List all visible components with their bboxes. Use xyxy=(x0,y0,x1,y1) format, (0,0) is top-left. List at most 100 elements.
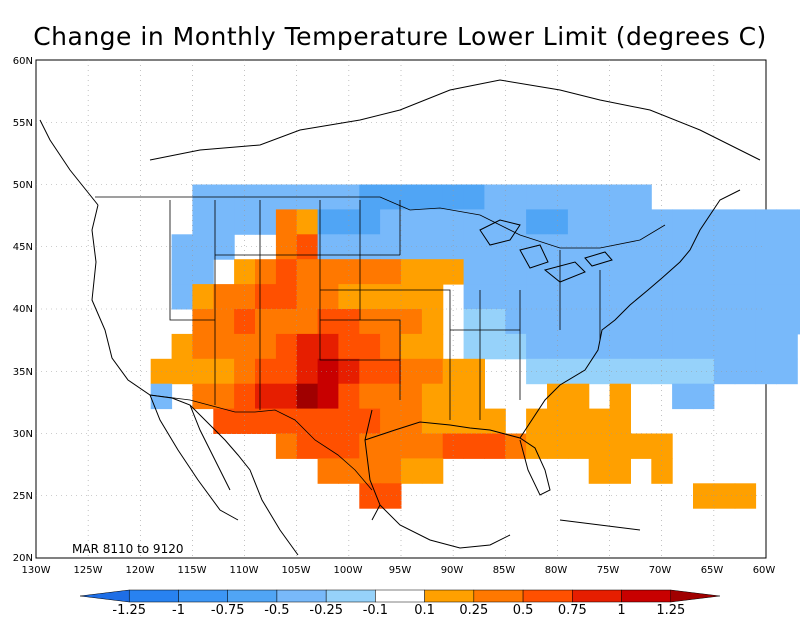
anomaly-cell xyxy=(338,284,360,310)
anomaly-cell xyxy=(630,209,652,235)
anomaly-cell xyxy=(401,383,423,410)
anomaly-cell xyxy=(421,284,444,310)
anomaly-cell xyxy=(651,284,673,310)
anomaly-cell xyxy=(567,209,590,235)
anomaly-cell xyxy=(192,333,214,360)
anomaly-cell xyxy=(734,259,757,285)
colorbar-segment xyxy=(473,589,524,603)
anomaly-cell xyxy=(234,358,256,385)
anomaly-cell xyxy=(567,408,590,434)
anomaly-cell xyxy=(192,234,214,260)
anomaly-cell xyxy=(442,184,465,210)
anomaly-cell xyxy=(734,209,757,235)
anomaly-cell xyxy=(192,284,214,310)
anomaly-cell xyxy=(359,433,381,459)
anomaly-cell xyxy=(526,333,548,360)
anomaly-cell xyxy=(505,209,527,235)
anomaly-cell xyxy=(192,259,214,285)
colorbar-segment xyxy=(572,589,622,603)
anomaly-cell xyxy=(609,433,631,459)
anomaly-cell xyxy=(776,358,798,385)
anomaly-cell xyxy=(275,209,298,235)
anomaly-cell xyxy=(526,209,548,235)
lon-label: 130W xyxy=(22,565,51,576)
anomaly-cell xyxy=(526,433,548,459)
anomaly-cell xyxy=(359,234,381,260)
anomaly-cell xyxy=(651,209,673,235)
anomaly-cell xyxy=(651,433,673,459)
anomaly-cell xyxy=(713,284,736,310)
anomaly-cell xyxy=(234,333,256,360)
anomaly-cell xyxy=(755,284,777,310)
anomaly-cell xyxy=(797,309,800,335)
anomaly-cell xyxy=(588,333,611,360)
anomaly-cell xyxy=(296,383,319,410)
lat-label: 45N xyxy=(13,242,33,253)
anomaly-cell xyxy=(213,309,235,335)
anomaly-cell xyxy=(442,383,465,410)
anomaly-cell xyxy=(484,284,506,310)
colorbar-label: 0.75 xyxy=(558,603,587,618)
lon-label: 60W xyxy=(753,565,776,576)
anomaly-cell xyxy=(693,358,715,385)
anomaly-cell xyxy=(755,209,777,235)
anomaly-cell xyxy=(296,209,319,235)
anomaly-cell xyxy=(609,234,631,260)
anomaly-cell xyxy=(380,433,402,459)
anomaly-cell xyxy=(296,309,319,335)
anomaly-cell xyxy=(484,333,506,360)
anomaly-cell xyxy=(275,333,298,360)
colorbar-segment xyxy=(227,589,278,603)
lon-label: 125W xyxy=(74,565,103,576)
anomaly-cell xyxy=(213,209,235,235)
anomaly-cell xyxy=(672,284,694,310)
lat-label: 35N xyxy=(13,367,33,378)
anomaly-cell xyxy=(797,284,800,310)
anomaly-cell xyxy=(421,408,444,434)
anomaly-cell xyxy=(234,408,256,434)
anomaly-cell xyxy=(338,234,360,260)
lat-label: 20N xyxy=(13,553,33,564)
anomaly-cell xyxy=(380,458,402,484)
anomaly-cell xyxy=(213,383,235,410)
anomaly-cell xyxy=(296,358,319,385)
anomaly-cell xyxy=(317,408,339,434)
anomaly-cell xyxy=(547,209,569,235)
anomaly-cell xyxy=(380,333,402,360)
anomaly-cell xyxy=(317,433,339,459)
anomaly-cell xyxy=(401,309,423,335)
anomaly-cell xyxy=(484,408,506,434)
colorbar-label: -0.75 xyxy=(211,603,245,618)
anomaly-cell xyxy=(734,358,757,385)
anomaly-cell xyxy=(567,309,590,335)
lat-label: 30N xyxy=(13,429,33,440)
colorbar-segment xyxy=(621,589,672,603)
lat-label: 55N xyxy=(13,118,33,129)
colorbar-label: 0.5 xyxy=(513,603,534,618)
anomaly-cell xyxy=(192,358,214,385)
anomaly-cell xyxy=(463,408,485,434)
anomaly-cell xyxy=(296,433,319,459)
anomaly-cell xyxy=(317,383,339,410)
anomaly-cell xyxy=(672,209,694,235)
anomaly-cell xyxy=(672,234,694,260)
lat-label: 50N xyxy=(13,180,33,191)
anomaly-cell xyxy=(234,259,256,285)
anomaly-cell xyxy=(567,259,590,285)
anomaly-cell xyxy=(192,383,214,410)
latitude-labels: 20N 25N 30N 35N 40N 45N 50N 55N 60N xyxy=(13,56,33,564)
anomaly-cell xyxy=(588,234,611,260)
political-borders xyxy=(95,196,666,491)
anomaly-cell xyxy=(713,209,736,235)
northern-coastline xyxy=(39,79,761,206)
anomaly-cell xyxy=(401,284,423,310)
anomaly-cell xyxy=(567,358,590,385)
anomaly-cell xyxy=(755,309,777,335)
lon-label: 90W xyxy=(441,565,464,576)
anomaly-cell xyxy=(567,184,590,210)
anomaly-cell xyxy=(275,284,298,310)
anomaly-cell xyxy=(359,408,381,434)
anomaly-cell xyxy=(672,383,694,410)
state-borders xyxy=(169,200,601,420)
anomaly-cell xyxy=(609,309,631,335)
